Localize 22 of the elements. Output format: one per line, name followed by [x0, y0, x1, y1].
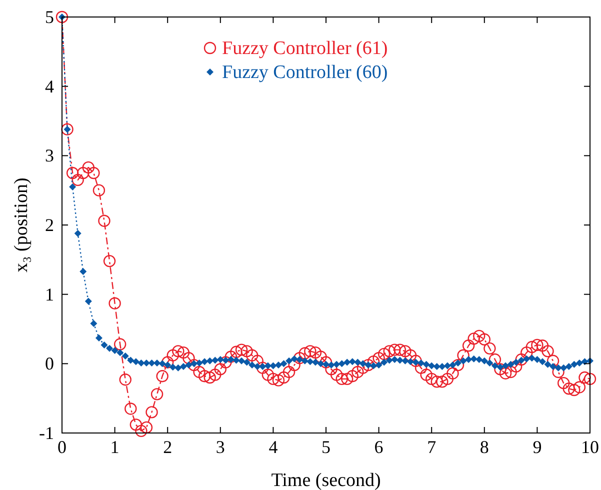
x-tick-label: 4 — [268, 437, 278, 457]
x-tick-label: 10 — [581, 437, 599, 457]
y-tick-label: 0 — [45, 354, 54, 374]
legend-label: Fuzzy Controller (60) — [222, 62, 388, 83]
x-tick-label: 5 — [322, 437, 330, 457]
x-tick-label: 3 — [216, 437, 225, 457]
x-tick-label: 6 — [374, 437, 384, 457]
legend-label: Fuzzy Controller (61) — [222, 38, 388, 59]
x-tick-label: 0 — [58, 437, 66, 457]
y-tick-label: 4 — [45, 76, 54, 96]
y-tick-label: 5 — [45, 7, 54, 27]
x-tick-label: 7 — [427, 437, 436, 457]
x-tick-label: 8 — [480, 437, 489, 457]
x-tick-label: 9 — [532, 437, 542, 457]
y-axis-title: x₃ (position) — [11, 178, 32, 272]
x-tick-label: 2 — [163, 437, 172, 457]
x-tick-label: 1 — [110, 437, 120, 457]
x-axis-title: Time (second) — [271, 470, 381, 490]
y-tick-label: 3 — [45, 146, 54, 166]
y-tick-label: 1 — [45, 284, 54, 304]
y-tick-label: 2 — [45, 215, 54, 235]
y-tick-label: -1 — [39, 423, 54, 443]
